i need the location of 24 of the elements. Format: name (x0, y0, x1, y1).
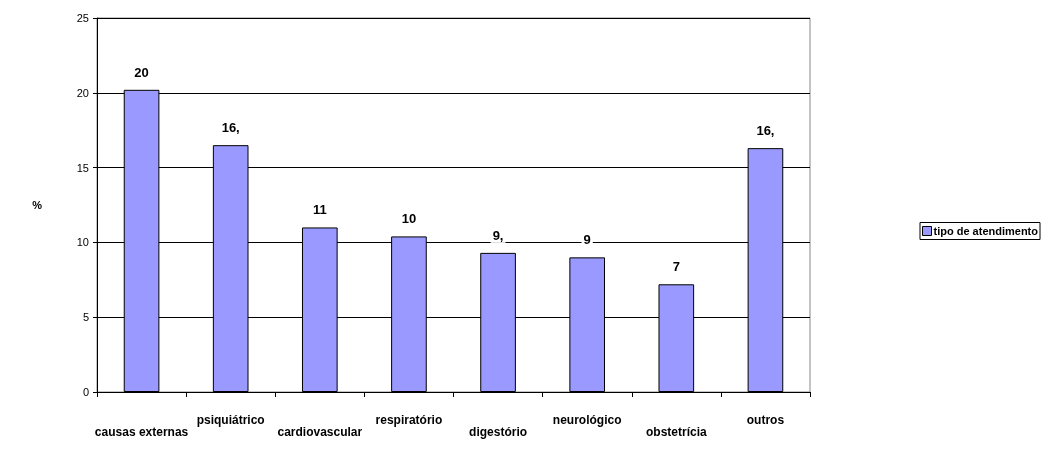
x-tick-label: obstetrícia (645, 425, 707, 439)
data-label: 11 (312, 202, 327, 218)
y-axis-title: % (32, 199, 43, 211)
x-tick-label: outros (746, 413, 785, 427)
y-tick-label: 5 (82, 311, 89, 324)
x-tick-label: psiquiátrico (196, 413, 265, 427)
x-tick-label: respiratório (375, 413, 443, 427)
y-tick-label: 0 (82, 386, 89, 398)
data-label: 16, (221, 120, 240, 136)
x-tick-label: digestório (469, 425, 528, 439)
data-label: 16, (756, 123, 775, 139)
data-label: 9, (492, 227, 504, 243)
data-label: 20 (134, 64, 149, 80)
x-tick-label: cardiovascular (277, 425, 363, 439)
y-tick-label: 25 (76, 12, 89, 24)
data-label: 10 (401, 211, 417, 227)
y-tick-label: 10 (76, 236, 89, 249)
data-label: 7 (672, 259, 680, 275)
y-tick-label: 15 (76, 161, 89, 174)
x-tick-label: causas externas (94, 425, 189, 439)
legend-label: tipo de atendimento (933, 225, 1039, 237)
y-tick-label: 20 (76, 86, 89, 99)
x-tick-label: neurológico (552, 413, 622, 427)
data-label: 9 (583, 232, 591, 248)
